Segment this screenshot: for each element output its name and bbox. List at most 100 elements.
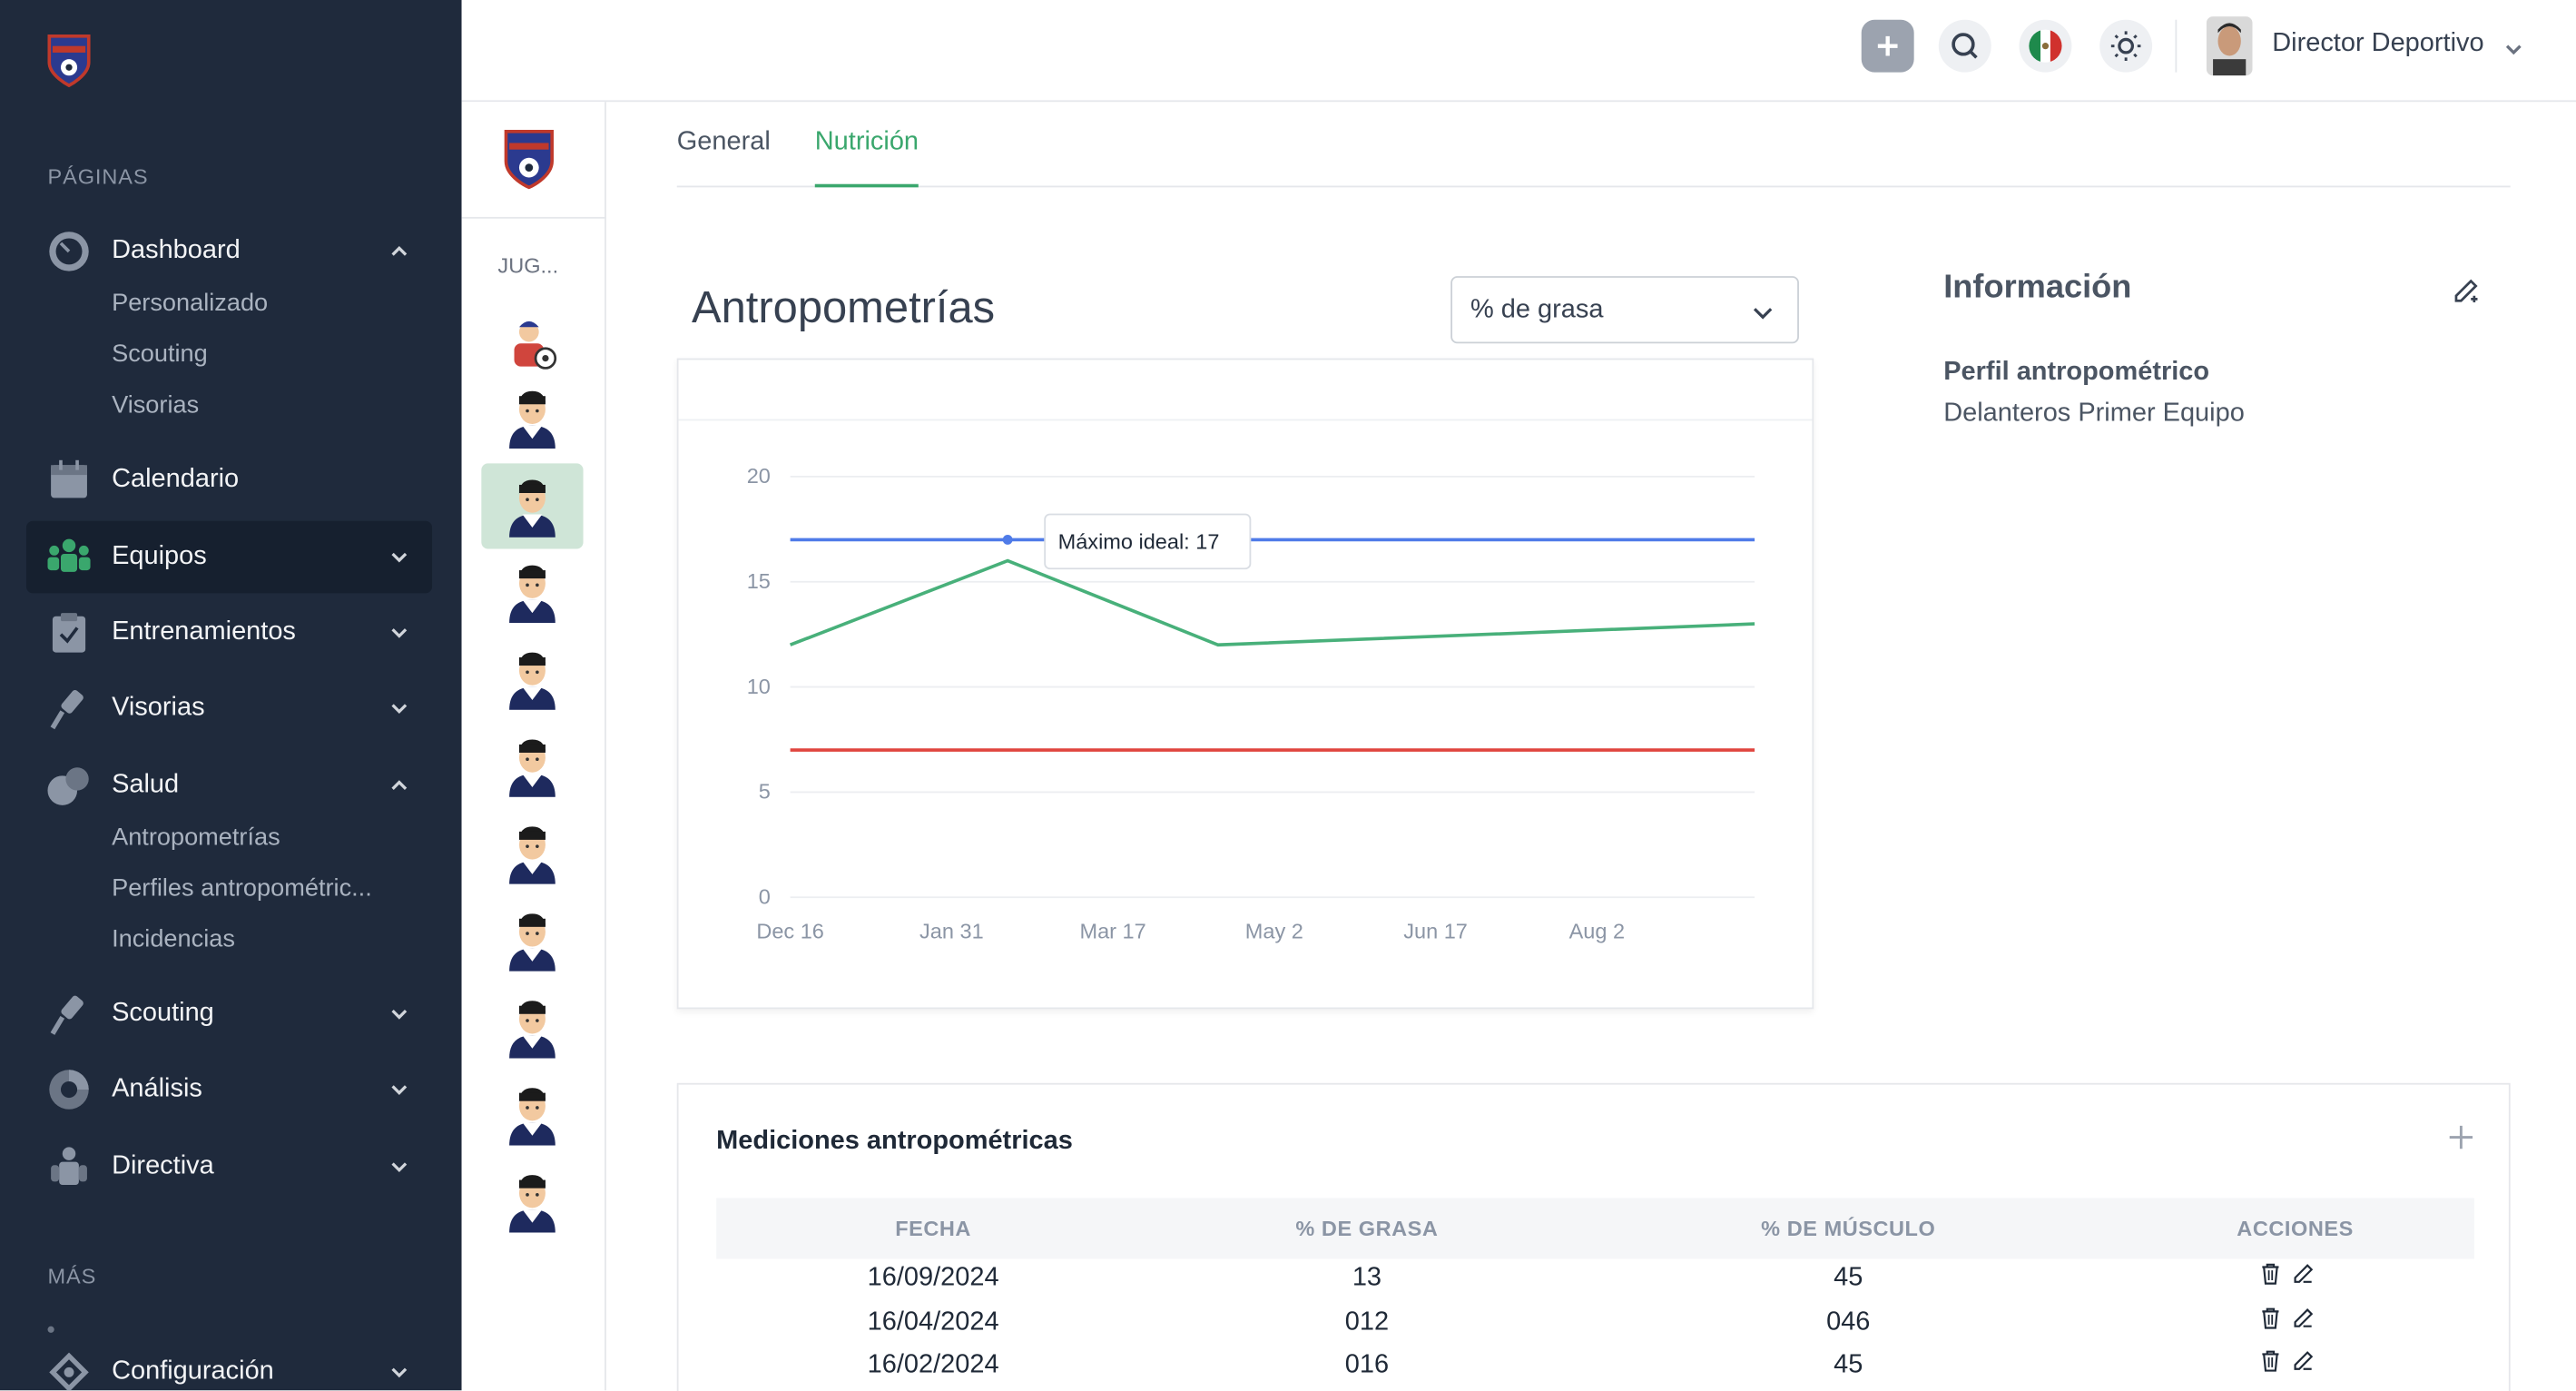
line-chart[interactable]: 0 5 10 15 20 Dec 16 Jan 31 Mar 17 May 2 Jun 17 Aug… [679, 360, 1816, 1011]
cell-fecha: 16/02/2024 [867, 1350, 999, 1379]
player-avatar-icon [509, 1175, 556, 1233]
edit-icon[interactable] [2452, 276, 2482, 306]
metric-select[interactable]: % de grasa [1450, 276, 1799, 344]
clipboard-check-icon [52, 613, 86, 653]
series-line-1[interactable] [789, 558, 1755, 647]
sidebar-item-label: Salud [112, 770, 180, 799]
table-header: FECHA % DE GRASA % DE MÚSCULO ACCIONES [716, 1198, 2474, 1259]
sidebar-subitem-personalizado[interactable]: Personalizado [112, 289, 269, 318]
cell-grasa: 13 [1352, 1263, 1382, 1292]
x-tick-label: Jan 31 [919, 920, 984, 943]
player-avatar-icon [509, 565, 556, 623]
section-label-more: MÁS [47, 1263, 97, 1289]
sidebar-item-calendario[interactable]: Calendario [26, 444, 432, 517]
chevron-down-icon[interactable] [2503, 39, 2523, 59]
add-measurement-icon[interactable] [2448, 1124, 2474, 1150]
sidebar-item-salud[interactable]: Salud [26, 749, 432, 822]
tooltip-box [1044, 513, 1252, 570]
sidebar-subitem-visorias[interactable]: Visorias [112, 390, 200, 419]
measurements-card: Mediciones antropométricas FECHA % DE GR… [676, 1082, 2511, 1391]
club-logo-icon[interactable] [39, 30, 98, 89]
sidebar-item-scouting[interactable]: Scouting [26, 978, 432, 1051]
chart-card-header-line [678, 419, 1813, 421]
sidebar-item-configuracion[interactable]: Configuración [26, 1337, 432, 1391]
avatar[interactable] [2206, 16, 2253, 76]
club-logo-icon[interactable] [497, 125, 562, 191]
pie-chart-icon [49, 1070, 89, 1110]
sidebar-item-label: Configuración [112, 1357, 274, 1386]
sidebar-item-entrenamientos[interactable]: Entrenamientos [26, 597, 432, 669]
sidebar-subitem-antropometrias[interactable]: Antropometrías [112, 823, 280, 852]
profile-label: Perfil antropométrico [1943, 358, 2210, 387]
trash-icon[interactable] [2259, 1349, 2282, 1372]
chevron-down-icon [391, 704, 408, 715]
chevron-down-icon [391, 1085, 408, 1095]
chevron-down-icon [391, 1009, 408, 1020]
chevron-down-icon [391, 1162, 408, 1173]
chart-section-title: Antropometrías [692, 282, 996, 332]
player-avatar[interactable] [481, 723, 583, 808]
sidebar-item-dashboard[interactable]: Dashboard [26, 215, 432, 288]
language-button[interactable] [2019, 19, 2072, 73]
sidebar-subitem-incidencias[interactable]: Incidencias [112, 925, 235, 953]
player-avatar[interactable] [481, 984, 583, 1070]
trash-icon[interactable] [2259, 1262, 2282, 1285]
topbar: Director Deportivo [461, 0, 2576, 103]
chevron-down-icon [391, 628, 408, 638]
row-actions [2259, 1306, 2315, 1328]
edit-icon[interactable] [2292, 1262, 2315, 1285]
sidebar-item-label: Calendario [112, 465, 240, 493]
player-avatar[interactable] [481, 810, 583, 895]
tab-nutricion[interactable]: Nutrición [814, 128, 919, 188]
y-tick-label: 5 [759, 780, 771, 804]
cell-musculo: 45 [1834, 1263, 1863, 1292]
sidebar-item-analisis[interactable]: Análisis [26, 1053, 432, 1126]
cell-grasa: 016 [1344, 1350, 1390, 1379]
player-avatar[interactable] [481, 897, 583, 982]
edit-icon[interactable] [2292, 1349, 2315, 1372]
sidebar-item-label: Dashboard [112, 236, 241, 265]
column-header-musculo[interactable]: % DE MÚSCULO [1761, 1216, 1936, 1241]
table-row: 16/04/2024 012 046 [716, 1302, 2474, 1345]
health-icon [47, 767, 89, 805]
column-header-grasa[interactable]: % DE GRASA [1295, 1216, 1439, 1241]
telescope-icon [50, 995, 84, 1035]
player-avatar[interactable] [481, 375, 583, 460]
trash-icon[interactable] [2259, 1306, 2282, 1328]
player-avatar[interactable] [481, 463, 584, 549]
y-tick-label: 10 [747, 675, 771, 698]
sidebar-item-label: Visorias [112, 693, 205, 722]
tab-general[interactable]: General [676, 128, 771, 156]
add-button[interactable] [1861, 19, 1914, 73]
metric-select-value: % de grasa [1470, 295, 1604, 324]
y-tick-label: 0 [759, 884, 771, 908]
player-avatar-coach[interactable] [481, 299, 583, 384]
player-avatar-icon [509, 913, 556, 972]
sidebar-item-visorias[interactable]: Visorias [26, 672, 432, 745]
player-avatar-icon [509, 1088, 556, 1146]
chevron-up-icon [391, 246, 408, 256]
user-name[interactable]: Director Deportivo [2272, 29, 2484, 58]
edit-icon[interactable] [2292, 1306, 2315, 1328]
sidebar-subitem-scouting[interactable]: Scouting [112, 340, 208, 369]
sidebar-subitem-perfiles[interactable]: Perfiles antropométric... [112, 873, 372, 903]
player-avatar[interactable] [481, 636, 583, 721]
player-avatar[interactable] [481, 1071, 583, 1157]
x-tick-label: Aug 2 [1569, 920, 1625, 943]
x-tick-label: May 2 [1245, 920, 1303, 943]
sidebar-item-directiva[interactable]: Directiva [26, 1130, 432, 1203]
player-avatar-icon [509, 479, 556, 538]
row-actions [2259, 1262, 2315, 1285]
tooltip-point[interactable] [1002, 534, 1013, 545]
theme-toggle-button[interactable] [2099, 19, 2153, 73]
player-avatar-icon [509, 739, 556, 797]
player-avatar[interactable] [481, 1159, 583, 1244]
profile-value: Delanteros Primer Equipo [1943, 399, 2245, 428]
column-header-fecha[interactable]: FECHA [895, 1216, 971, 1241]
search-button[interactable] [1938, 19, 1991, 73]
player-avatar[interactable] [481, 549, 583, 635]
table-row: 16/02/2024 016 45 [716, 1346, 2474, 1388]
calendar-icon [51, 459, 87, 498]
sidebar-item-equipos[interactable]: Equipos [25, 520, 433, 594]
tab-bar: General Nutrición [676, 102, 2511, 188]
